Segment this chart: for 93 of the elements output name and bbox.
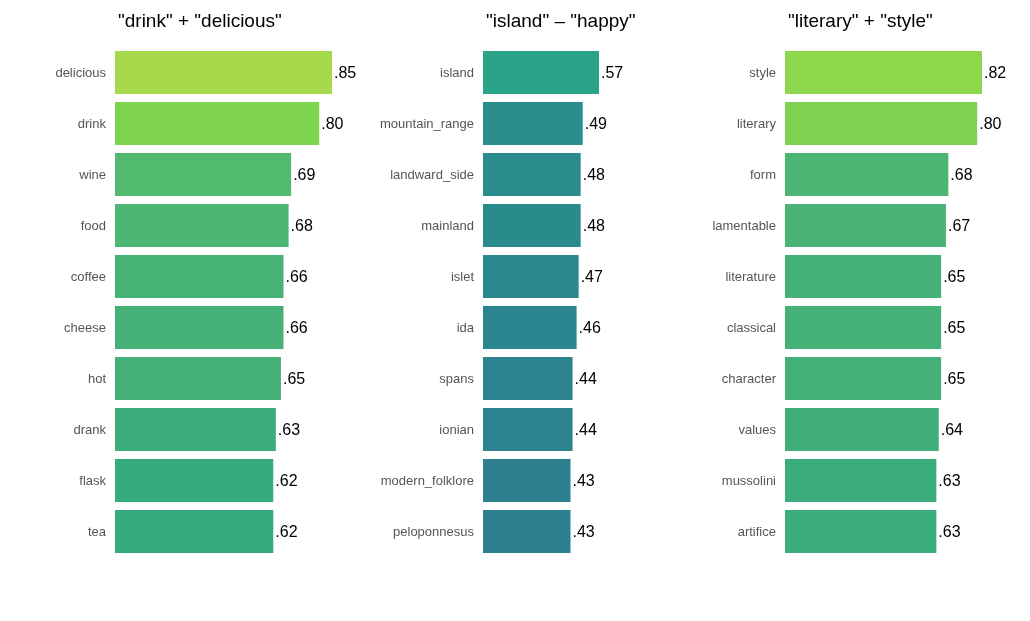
data-label: .66 [285,319,308,336]
bar [785,306,942,349]
bar [483,459,571,502]
y-tick-label: classical [726,320,777,335]
bar [785,459,937,502]
y-tick-label: style [749,65,776,80]
data-label: .44 [574,370,597,387]
y-tick-label: values [738,422,777,437]
y-tick-label: coffee [70,269,106,284]
chart-title: "literary" + "style" [788,10,933,31]
data-label: .85 [334,64,357,81]
data-label: .47 [580,268,603,285]
y-tick-label: literature [725,269,776,284]
bar [785,408,939,451]
bar [483,255,579,298]
y-tick-label: lamentable [712,218,776,233]
data-label: .80 [979,115,1002,132]
bar [115,459,274,502]
y-tick-label: delicious [55,65,107,80]
data-label: .46 [578,319,601,336]
bar [483,408,573,451]
y-tick-label: flask [79,473,107,488]
y-tick-label: drank [73,422,107,437]
bar [483,204,581,247]
data-label: .48 [582,166,606,183]
data-label: .63 [938,523,961,540]
y-tick-label: peloponnesus [393,524,475,539]
y-tick-label: island [440,65,474,80]
data-label: .65 [282,370,306,387]
data-label: .64 [940,421,964,438]
y-tick-label: drink [77,116,107,131]
data-label: .66 [285,268,308,285]
data-label: .82 [984,64,1007,81]
data-label: .62 [275,523,298,540]
data-label: .65 [943,319,966,336]
y-tick-label: ionian [439,422,474,437]
bar [115,510,274,553]
chart-title: "drink" + "delicious" [118,10,282,31]
bar [785,255,942,298]
chart-title: "island" – "happy" [486,10,636,31]
bar [785,357,942,400]
y-tick-label: cheese [64,320,106,335]
bar [115,357,281,400]
bar [115,306,284,349]
bar [785,51,982,94]
bar [483,306,577,349]
bar [785,204,946,247]
y-tick-label: landward_side [390,167,474,182]
y-tick-label: mountain_range [380,116,474,131]
bar [483,510,571,553]
y-tick-label: ida [456,320,475,335]
bar [483,51,599,94]
bar [115,255,284,298]
y-tick-label: spans [439,371,475,386]
data-label: .63 [938,472,961,489]
data-label: .80 [321,115,344,132]
bar [115,102,320,145]
bar [785,153,949,196]
y-tick-label: mainland [421,218,474,233]
y-tick-label: artifice [737,524,776,539]
data-label: .62 [275,472,298,489]
y-tick-label: wine [78,167,106,182]
data-label: .63 [277,421,301,438]
bar [115,153,292,196]
data-label: .44 [574,421,597,438]
y-tick-label: tea [87,524,107,539]
y-tick-label: food [80,218,106,233]
data-label: .48 [582,217,606,234]
y-tick-label: literary [736,116,777,131]
data-label: .43 [572,523,595,540]
y-tick-label: character [721,371,777,386]
data-label: .68 [290,217,313,234]
data-label: .49 [584,115,608,132]
bar [115,408,276,451]
data-label: .68 [950,166,973,183]
data-label: .69 [293,166,316,183]
bar [483,102,583,145]
data-label: .57 [601,64,624,81]
data-label: .65 [943,268,966,285]
data-label: .43 [572,472,595,489]
y-tick-label: islet [450,269,475,284]
bar [115,51,332,94]
bar [483,357,573,400]
data-label: .65 [943,370,966,387]
bar [785,102,978,145]
data-label: .67 [947,217,971,234]
bar [115,204,289,247]
bar [483,153,581,196]
y-tick-label: hot [87,371,107,386]
y-tick-label: form [750,167,776,182]
y-tick-label: modern_folklore [380,473,474,488]
bar [785,510,937,553]
y-tick-label: mussolini [721,473,777,488]
